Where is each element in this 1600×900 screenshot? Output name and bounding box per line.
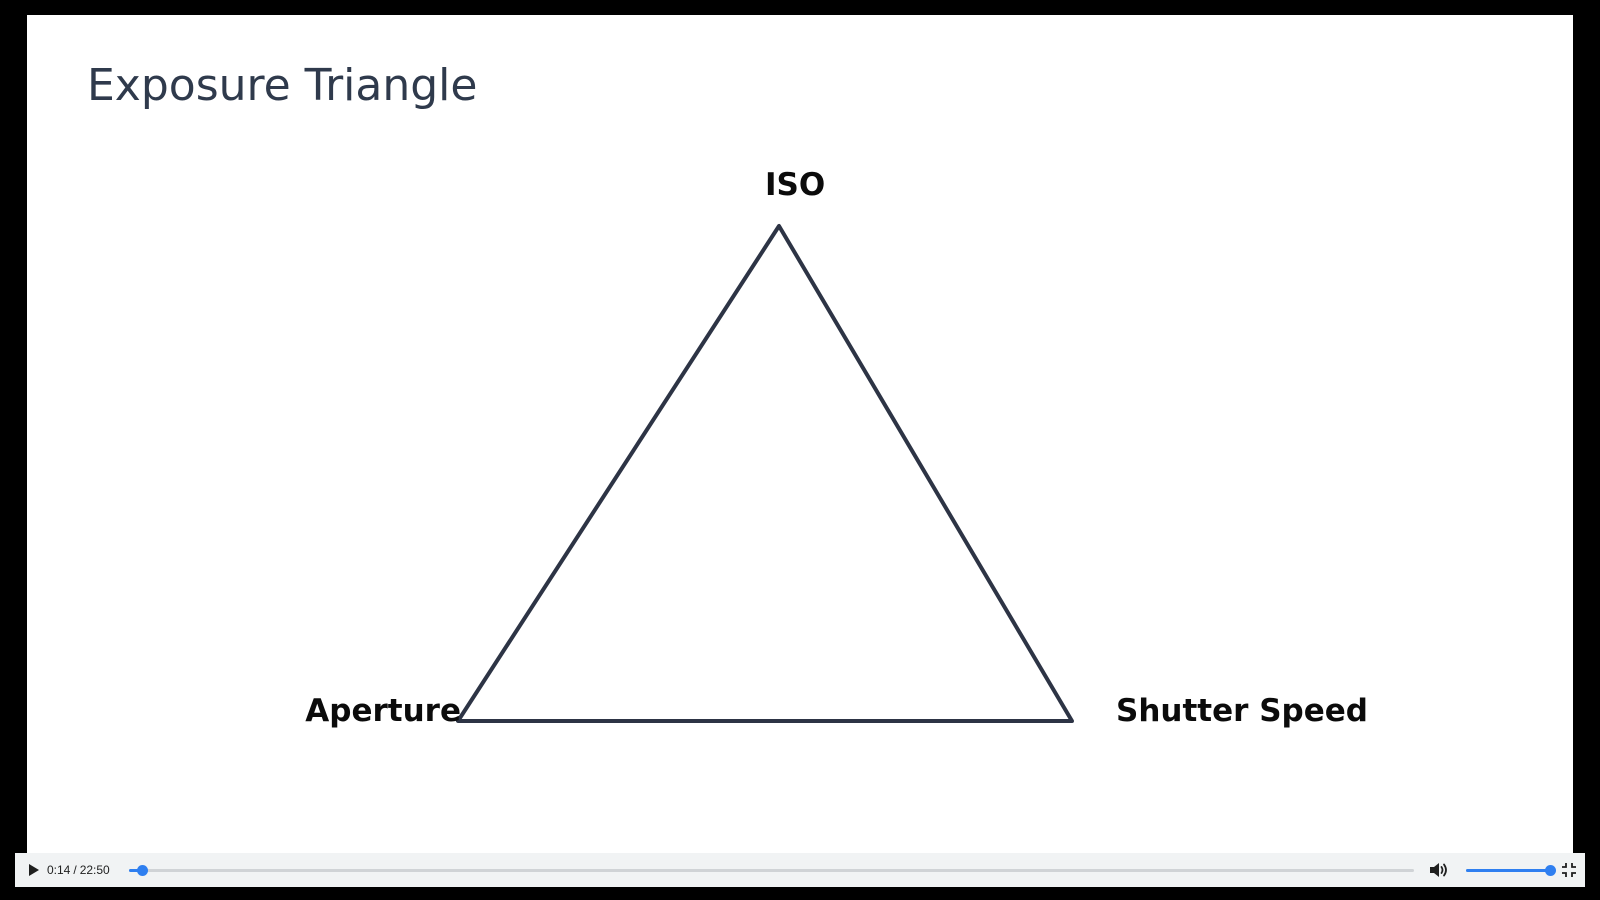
vertex-label-shutter-speed: Shutter Speed xyxy=(1116,693,1368,729)
play-icon xyxy=(29,864,39,876)
current-time: 0:14 xyxy=(47,863,71,877)
vertex-label-iso: ISO xyxy=(765,167,826,203)
seek-bar-fill xyxy=(129,869,142,872)
volume-slider-fill xyxy=(1466,869,1550,872)
seek-bar[interactable] xyxy=(129,865,1414,876)
seek-bar-thumb[interactable] xyxy=(137,865,148,876)
player-control-bar: 0:14/22:50 xyxy=(15,853,1585,887)
time-display: 0:14/22:50 xyxy=(47,862,110,878)
slide-title: Exposure Triangle xyxy=(87,60,478,111)
play-button[interactable] xyxy=(23,860,43,880)
volume-slider-thumb[interactable] xyxy=(1545,865,1556,876)
volume-slider[interactable] xyxy=(1466,865,1556,876)
duration: 22:50 xyxy=(79,863,110,877)
volume-button[interactable] xyxy=(1428,860,1450,880)
volume-high-icon xyxy=(1430,863,1447,877)
triangle-shape xyxy=(456,224,1074,723)
slide-area: Exposure Triangle ISO Aperture Shutter S… xyxy=(27,15,1573,855)
exposure-triangle-diagram xyxy=(456,224,1074,723)
exit-fullscreen-icon xyxy=(1562,863,1576,877)
time-separator: / xyxy=(73,863,77,877)
vertex-label-aperture: Aperture xyxy=(305,693,461,729)
exit-fullscreen-button[interactable] xyxy=(1561,862,1577,878)
